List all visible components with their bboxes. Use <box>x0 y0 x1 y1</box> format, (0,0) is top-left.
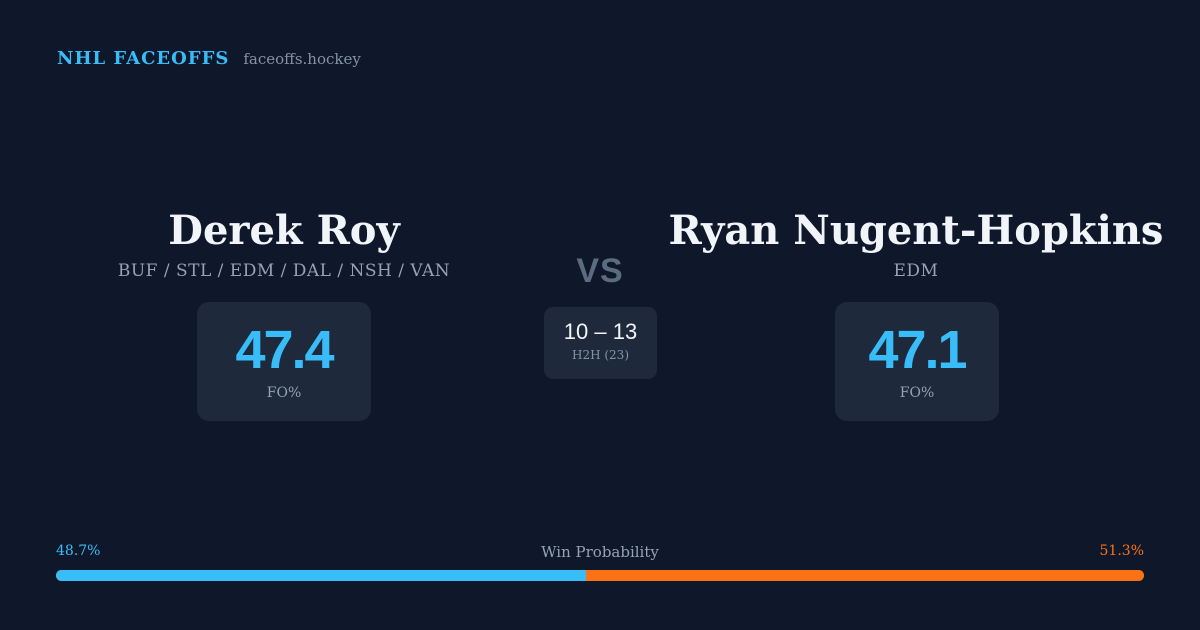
win-probability-title: Win Probability <box>541 543 659 561</box>
versus-label: VS <box>576 252 624 290</box>
player-right-fo-label: FO% <box>899 385 935 401</box>
h2h-label: H2H (23) <box>571 348 629 362</box>
h2h-score: 10 – 13 <box>563 319 638 344</box>
player-left: Derek Roy BUF / STL / EDM / DAL / NSH / … <box>24 205 544 281</box>
brand-site[interactable]: faceoffs.hockey <box>243 50 361 68</box>
player-right-fo-value: 47.1 <box>868 320 967 380</box>
player-left-name: Derek Roy <box>168 207 400 254</box>
h2h-card: 10 – 13 H2H (23) <box>544 307 657 379</box>
player-left-fo-value: 47.4 <box>235 320 334 380</box>
win-probability-bar <box>56 570 1144 581</box>
player-right: Ryan Nugent-Hopkins EDM <box>656 205 1176 281</box>
player-right-teams: EDM <box>893 261 939 281</box>
win-probability-left: 48.7% <box>56 543 101 559</box>
player-right-stat-card: 47.1 FO% <box>835 302 999 421</box>
win-probability-bar-right <box>585 570 1144 581</box>
brand-name[interactable]: NHL FACEOFFS <box>57 48 230 69</box>
win-probability-bar-left <box>56 570 586 581</box>
win-probability-labels: Win Probability 48.7% 51.3% <box>56 543 1144 563</box>
player-left-stat-card: 47.4 FO% <box>197 302 371 421</box>
win-probability-right: 51.3% <box>1099 543 1144 559</box>
brand-header: NHL FACEOFFS faceoffs.hockey <box>57 48 361 69</box>
player-left-teams: BUF / STL / EDM / DAL / NSH / VAN <box>117 261 451 281</box>
player-left-fo-label: FO% <box>266 385 302 401</box>
player-right-name: Ryan Nugent-Hopkins <box>668 207 1164 254</box>
